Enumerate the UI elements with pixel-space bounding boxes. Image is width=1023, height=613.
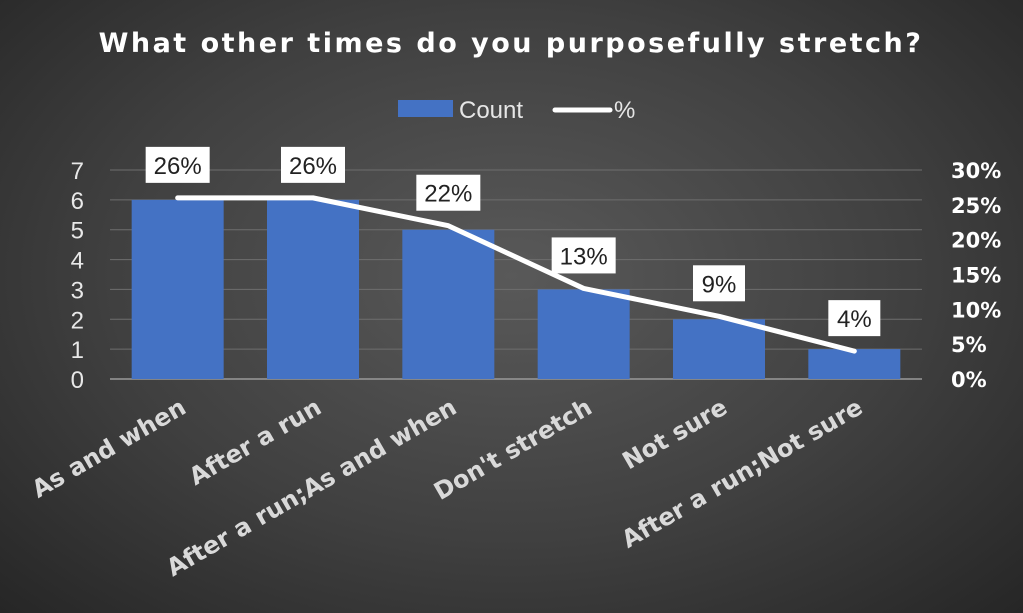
bar-0 [131,199,224,379]
bar-5 [808,349,901,379]
y-left-tick: 0 [71,367,84,394]
bar-3 [537,289,630,379]
y-left-tick: 6 [71,188,84,215]
y-axis-right: 0% 5% 10% 15% 20% 25% 30% [951,159,1001,392]
y-right-tick: 0% [951,368,987,392]
y-left-tick: 2 [71,307,84,334]
data-label-box-5 [828,300,881,337]
data-label-box-1 [281,146,345,183]
y-left-tick: 1 [71,337,84,364]
chart-title: What other times do you purposefully str… [99,28,924,59]
y-left-tick: 5 [71,218,84,245]
y-left-tick: 3 [71,277,84,304]
y-left-tick: 7 [71,158,84,185]
bar-1 [267,199,359,379]
data-label-box-0 [145,146,210,183]
legend-percent-label: % [614,97,635,124]
data-label-box-3 [551,237,616,274]
x-tick-label: As and when [27,393,191,504]
y-right-tick: 5% [951,333,987,357]
y-right-tick: 15% [951,264,1001,288]
line-series [175,195,857,354]
data-label-4: 9% [702,271,737,298]
x-tick-label: Not sure [618,393,732,475]
legend-count-label: Count [459,97,523,124]
y-left-tick: 4 [71,248,84,275]
data-label-2: 22% [424,181,472,208]
bar-4 [673,319,765,379]
data-label-box-2 [416,174,481,211]
y-right-tick: 25% [951,194,1001,218]
y-right-tick: 30% [951,159,1001,183]
y-axis-left: 0 1 2 34 5 6 7 [71,158,84,394]
bar-2 [402,229,495,379]
legend: Count % [398,97,635,124]
data-label-5: 4% [837,306,872,333]
legend-count-swatch [398,100,453,117]
data-label-0: 26% [154,153,202,180]
data-label-3: 13% [560,243,608,270]
x-tick-label: After a run;Not sure [617,393,867,554]
percent-line [175,195,857,354]
data-labels: 26% 26% 22% 13% 9% 4% [145,146,881,337]
y-right-tick: 10% [951,298,1001,322]
gridlines [110,169,922,380]
data-label-1: 26% [289,153,337,180]
data-label-box-4 [693,265,745,302]
y-right-tick: 20% [951,229,1001,253]
bar-series [131,199,901,379]
